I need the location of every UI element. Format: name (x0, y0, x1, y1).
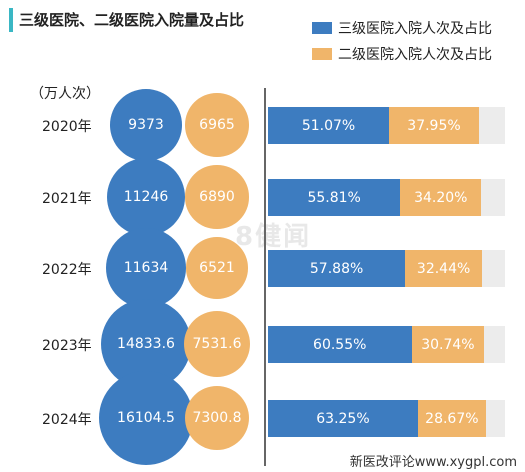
tertiary-share-bar: 57.88% (268, 250, 406, 287)
secondary-volume-label: 6965 (199, 116, 235, 133)
tertiary-share-label: 60.55% (313, 336, 367, 353)
secondary-share-bar: 37.95% (389, 107, 479, 144)
secondary-share-label: 30.74% (421, 336, 475, 353)
tertiary-volume-label: 16104.5 (117, 410, 175, 426)
tertiary-share-bar: 63.25% (268, 400, 418, 437)
legend-label-tertiary: 三级医院入院人次及占比 (338, 21, 492, 37)
secondary-volume-circle: 7531.6 (184, 311, 250, 377)
tertiary-share-bar: 51.07% (268, 107, 390, 144)
share-bar-track: 60.55% 30.74% (268, 326, 505, 363)
watermark-text: 8健闻 (235, 222, 312, 252)
secondary-volume-circle: 7300.8 (184, 385, 250, 451)
secondary-share-bar: 28.67% (417, 400, 486, 437)
share-bar-track: 55.81% 34.20% (268, 179, 505, 216)
title-accent-bar (9, 8, 13, 32)
secondary-volume-circle: 6890 (185, 165, 249, 229)
secondary-volume-circle: 6965 (185, 93, 249, 157)
secondary-share-label: 28.67% (425, 410, 479, 427)
tertiary-volume-label: 11246 (123, 188, 169, 205)
legend-swatch-tertiary (312, 22, 332, 34)
footer-source: 新医改评论www.xygpl.com (349, 455, 517, 470)
legend-item-tertiary: 三级医院入院人次及占比 (312, 17, 492, 39)
tertiary-share-label: 63.25% (316, 410, 370, 427)
tertiary-share-label: 55.81% (307, 189, 361, 206)
legend: 三级医院入院人次及占比 二级医院入院人次及占比 (312, 17, 492, 69)
year-label: 2020年 (42, 119, 92, 135)
year-label: 2021年 (42, 191, 92, 207)
secondary-share-bar: 32.44% (405, 250, 483, 287)
secondary-share-label: 32.44% (416, 260, 471, 277)
tertiary-volume-label: 9373 (128, 116, 164, 133)
tertiary-share-label: 51.07% (301, 117, 356, 134)
tertiary-volume-circle: 16104.5 (99, 371, 193, 465)
year-label: 2024年 (42, 412, 92, 428)
year-label: 2022年 (42, 262, 92, 278)
share-bar-track: 51.07% 37.95% (268, 107, 505, 144)
secondary-share-label: 34.20% (414, 189, 468, 206)
secondary-share-bar: 30.74% (411, 326, 485, 363)
legend-swatch-secondary (312, 48, 332, 60)
tertiary-volume-circle: 11634 (106, 228, 186, 308)
secondary-share-bar: 34.20% (400, 179, 482, 216)
tertiary-volume-circle: 9373 (110, 89, 182, 161)
tertiary-share-bar: 55.81% (268, 179, 401, 216)
tertiary-volume-circle: 11246 (106, 157, 186, 237)
secondary-volume-label: 7531.6 (192, 336, 242, 352)
tertiary-volume-label: 11634 (123, 259, 169, 276)
share-bar-track: 57.88% 32.44% (268, 250, 505, 287)
tertiary-share-label: 57.88% (309, 260, 364, 277)
tertiary-share-bar: 60.55% (268, 326, 412, 363)
secondary-volume-circle: 6521 (186, 237, 248, 299)
axis-divider (264, 88, 266, 466)
share-bar-track: 63.25% 28.67% (268, 400, 505, 437)
secondary-volume-label: 6890 (199, 188, 235, 205)
unit-label: （万人次） (30, 86, 100, 102)
secondary-volume-label: 6521 (199, 259, 235, 276)
tertiary-volume-label: 14833.6 (117, 335, 175, 352)
secondary-share-label: 37.95% (407, 117, 461, 134)
secondary-volume-label: 7300.8 (192, 409, 242, 426)
legend-item-secondary: 二级医院入院人次及占比 (312, 43, 492, 65)
legend-label-secondary: 二级医院入院人次及占比 (338, 47, 492, 63)
chart-title: 三级医院、二级医院入院量及占比 (19, 11, 245, 29)
year-label: 2023年 (42, 338, 92, 354)
